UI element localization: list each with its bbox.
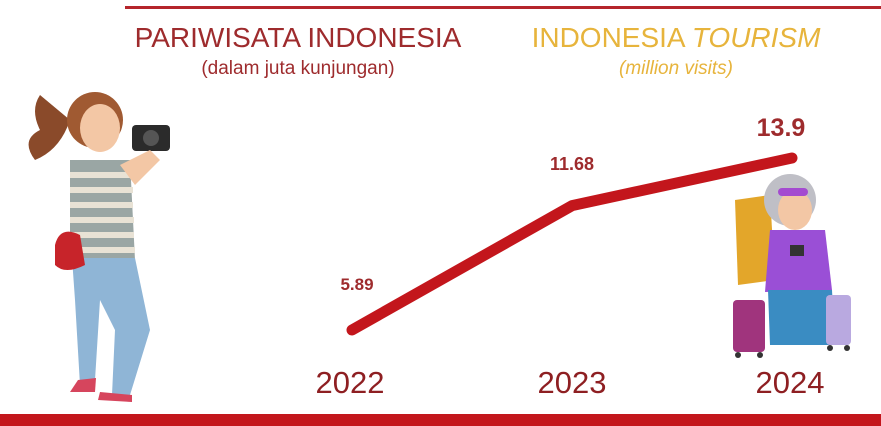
chart-title-en: INDONESIA TOURISM [532,22,822,53]
value-label: 11.68 [550,154,594,174]
x-tick-label: 2023 [538,365,607,400]
value-label: 13.9 [757,114,806,142]
title-en-part: INDONESIA [532,22,686,53]
chart-title: PARIWISATA INDONESIA [135,22,462,53]
title-en-part: TOURISM [692,22,821,53]
chart-subtitle: (dalam juta kunjungan) [201,58,394,79]
value-label: 5.89 [340,275,373,294]
x-tick-label: 2022 [316,365,385,400]
top-rule [125,6,881,9]
x-tick-label: 2024 [756,365,825,400]
data-line [346,152,798,336]
tourist-illustration-right [733,174,851,358]
bottom-band [0,414,881,426]
chart-subtitle-en: (million visits) [619,58,733,79]
tourist-illustration-left [28,92,170,402]
